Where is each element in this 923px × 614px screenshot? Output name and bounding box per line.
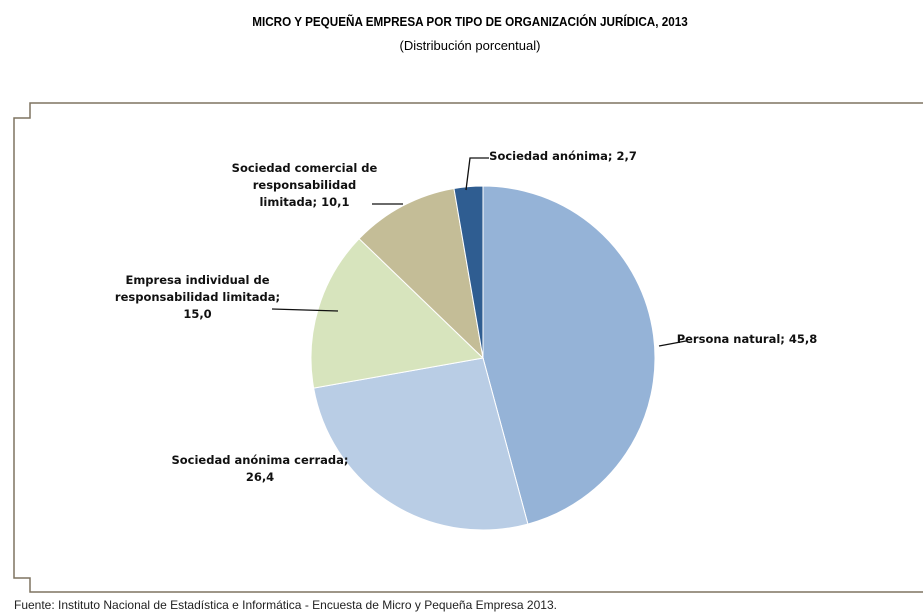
value-label: 2,7 [616, 149, 637, 163]
value-label: 26,4 [245, 470, 275, 484]
chart-subtitle: (Distribución porcentual) [399, 38, 541, 53]
leader-line [465, 157, 489, 191]
slice-label: Sociedad anónima; 2,7 [478, 148, 648, 165]
source: Fuente: Instituto Nacional de Estadístic… [14, 598, 557, 612]
value-label: 15,0 [183, 307, 212, 321]
leader-line [658, 340, 687, 347]
category-label: Sociedad anónima; [489, 149, 613, 163]
slice-label: Sociedad comercial de responsabilidad li… [222, 160, 387, 211]
leader-line [271, 308, 339, 312]
pie-slice [358, 187, 484, 360]
pie-slice [313, 357, 529, 531]
value-label: 10,1 [321, 195, 350, 209]
category-label: Sociedad anónima cerrada; [171, 453, 349, 467]
frame [13, 102, 923, 593]
pie-slice [482, 185, 656, 525]
slice-label: Sociedad anónima cerrada; 26,4 [165, 452, 355, 486]
pie-slice [453, 185, 484, 359]
category-label: Persona natural; [676, 332, 785, 346]
value-label: 45,8 [788, 332, 818, 346]
chart-title: MICRO Y PEQUEÑA EMPRESA POR TIPO DE ORGA… [252, 14, 688, 29]
pie-slice [310, 237, 485, 389]
slice-label: Persona natural; 45,8 [672, 331, 822, 348]
category-label: Empresa individual de responsabilidad li… [114, 273, 281, 304]
slice-label: Empresa individual de responsabilidad li… [110, 272, 285, 323]
category-label: Sociedad comercial de responsabilidad li… [231, 161, 378, 209]
